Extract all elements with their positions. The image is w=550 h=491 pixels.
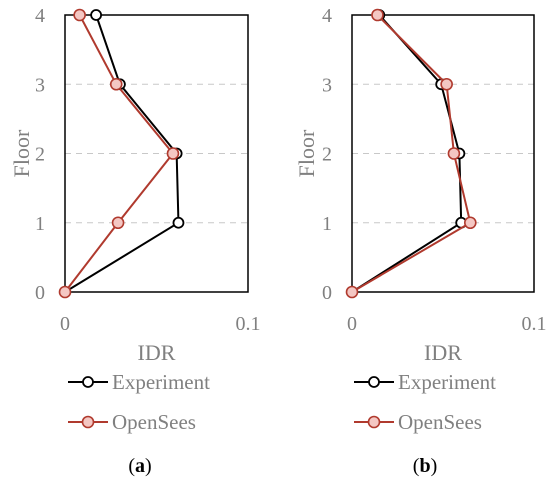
legend-marker bbox=[368, 376, 380, 388]
y-tick-label: 2 bbox=[322, 144, 332, 166]
legend-marker bbox=[82, 376, 94, 388]
series-opensees bbox=[58, 8, 180, 299]
legend-item-experiment: Experiment bbox=[354, 370, 496, 394]
y-tick-label: 3 bbox=[35, 74, 45, 96]
y-axis-label: Floor bbox=[294, 129, 319, 177]
data-point bbox=[90, 9, 103, 21]
legend-item-opensees: OpenSees bbox=[354, 410, 482, 434]
y-tick-label: 4 bbox=[35, 5, 45, 27]
legend-label: OpenSees bbox=[112, 410, 196, 434]
data-point bbox=[166, 147, 180, 160]
legend-marker bbox=[81, 415, 95, 429]
plot-frame bbox=[64, 14, 249, 293]
data-point bbox=[172, 216, 185, 229]
data-point bbox=[371, 8, 384, 22]
y-tick-label: 0 bbox=[35, 282, 45, 304]
data-point bbox=[345, 285, 359, 299]
data-point bbox=[73, 8, 86, 22]
data-point bbox=[109, 77, 123, 91]
legend-label: Experiment bbox=[398, 370, 496, 394]
legend-label: Experiment bbox=[112, 370, 210, 394]
x-tick-label: 0 bbox=[347, 313, 357, 335]
data-point bbox=[111, 216, 125, 230]
legend-label: OpenSees bbox=[398, 410, 482, 434]
data-point bbox=[447, 147, 461, 160]
panel-caption: (b) bbox=[413, 455, 437, 477]
x-tick-label: 0.1 bbox=[522, 313, 547, 335]
y-tick-label: 4 bbox=[322, 5, 332, 27]
data-point bbox=[440, 77, 453, 91]
y-tick-label: 0 bbox=[322, 282, 332, 304]
y-tick-label: 1 bbox=[35, 213, 45, 235]
data-point bbox=[463, 216, 477, 230]
y-tick-label: 1 bbox=[322, 213, 332, 235]
plot-frame bbox=[351, 14, 535, 293]
series-opensees bbox=[345, 8, 477, 299]
chart-panel-b: 0 1 2 3 4 0 0.1 IDR Floor Experiment OpenSees (b) bbox=[294, 5, 547, 477]
legend-item-experiment: Experiment bbox=[68, 370, 210, 394]
y-tick-label: 2 bbox=[35, 144, 45, 166]
legend-item-opensees: OpenSees bbox=[68, 410, 196, 434]
panel-caption: (a) bbox=[128, 455, 151, 477]
x-axis-label: IDR bbox=[424, 340, 462, 365]
y-tick-label: 3 bbox=[322, 74, 332, 96]
y-axis-label: Floor bbox=[9, 129, 34, 177]
x-tick-label: 0.1 bbox=[236, 313, 261, 335]
chart-panel-a: 0 1 2 3 4 0 0.1 IDR Floor Experiment OpenSees (a) bbox=[9, 5, 261, 477]
legend-marker bbox=[367, 415, 381, 429]
x-tick-label: 0 bbox=[60, 313, 70, 335]
x-axis-label: IDR bbox=[138, 340, 176, 365]
data-point bbox=[58, 285, 72, 299]
